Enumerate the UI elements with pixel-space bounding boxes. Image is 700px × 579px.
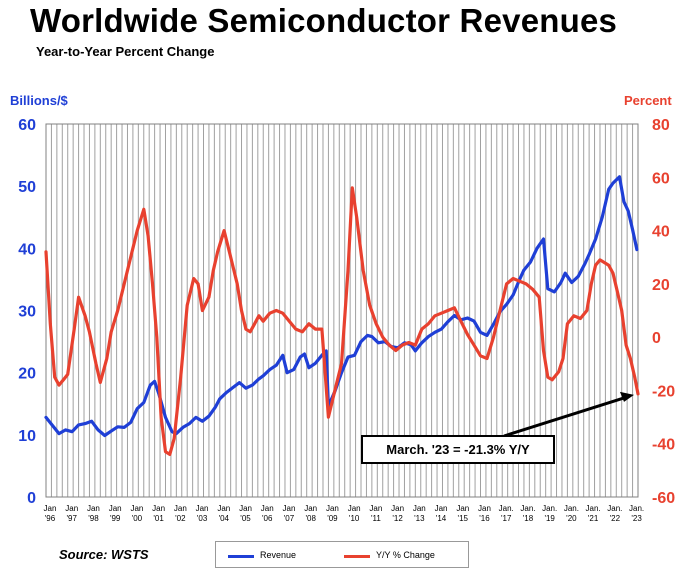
y-right-tick-label: 80 (652, 117, 670, 134)
x-tick-label-bottom: '98 (88, 514, 99, 523)
x-tick-label-bottom: '07 (284, 514, 295, 523)
y-right-tick-label: 20 (652, 277, 670, 294)
legend-yoy-swatch (344, 555, 370, 558)
x-tick-label-top: Jan. (586, 504, 601, 513)
y-right-tick-label: -20 (652, 383, 675, 400)
page-title: Worldwide Semiconductor Revenues (30, 2, 618, 39)
source-note: Source: WSTS (59, 547, 149, 562)
x-tick-label-bottom: '20 (566, 514, 577, 523)
x-tick-label-bottom: '09 (327, 514, 338, 523)
y-left-tick-label: 10 (18, 428, 36, 445)
y-left-tick-label: 0 (27, 490, 36, 507)
x-tick-label-top: Jan (369, 504, 382, 513)
x-tick-label-top: Jan (130, 504, 143, 513)
x-tick-label-top: Jan. (629, 504, 644, 513)
x-tick-label-bottom: '23 (631, 514, 642, 523)
x-tick-label-top: Jan (217, 504, 230, 513)
x-tick-label-bottom: '06 (262, 514, 273, 523)
y-axis-left-label: Billions/$ (10, 93, 68, 108)
x-tick-label-bottom: '04 (219, 514, 230, 523)
x-tick-label-top: Jan (152, 504, 165, 513)
y-right-tick-label: -60 (652, 490, 675, 507)
x-tick-label-bottom: '99 (110, 514, 121, 523)
y-right-tick-label: 40 (652, 224, 670, 241)
x-tick-label-top: Jan (326, 504, 339, 513)
x-tick-label-bottom: '21 (588, 514, 599, 523)
x-tick-label-top: Jan (435, 504, 448, 513)
x-tick-label-top: Jan (348, 504, 361, 513)
yoy-change-series-line (44, 186, 640, 456)
y-axis-right-label: Percent (624, 93, 672, 108)
x-tick-label-bottom: '19 (544, 514, 555, 523)
x-tick-label-top: Jan (196, 504, 209, 513)
x-tick-label-top: Jan (413, 504, 426, 513)
x-tick-label-top: Jan (44, 504, 57, 513)
legend: Revenue Y/Y % Change (215, 541, 469, 568)
x-tick-label-top: Jan (261, 504, 274, 513)
x-tick-label-top: Jan. (542, 504, 557, 513)
x-tick-label-bottom: '12 (392, 514, 403, 523)
x-tick-label-bottom: '02 (175, 514, 186, 523)
x-tick-label-top: Jan (456, 504, 469, 513)
y-right-tick-label: 60 (652, 170, 670, 187)
x-tick-label-bottom: '14 (436, 514, 447, 523)
y-left-tick-label: 50 (18, 179, 36, 196)
y-right-tick-label: -40 (652, 437, 675, 454)
x-tick-label-bottom: '05 (240, 514, 251, 523)
x-tick-label-top: Jan (391, 504, 404, 513)
x-tick-label-top: Jan (478, 504, 491, 513)
x-tick-label-bottom: '03 (197, 514, 208, 523)
annotation-text: March. '23 = -21.3% Y/Y (386, 442, 530, 457)
y-left-tick-label: 30 (18, 304, 36, 321)
revenue-series-line (44, 175, 639, 438)
y-left-tick-label: 20 (18, 366, 36, 383)
x-tick-label-bottom: '10 (349, 514, 360, 523)
page-subtitle: Year-to-Year Percent Change (36, 44, 215, 59)
legend-revenue-label: Revenue (260, 550, 297, 560)
x-tick-label-bottom: '22 (610, 514, 621, 523)
x-tick-label-top: Jan (109, 504, 122, 513)
annotation-arrow-head (620, 391, 634, 402)
x-tick-label-top: Jan (283, 504, 296, 513)
y-left-tick-label: 40 (18, 241, 36, 258)
x-tick-label-top: Jan (239, 504, 252, 513)
x-tick-label-bottom: '11 (371, 514, 381, 523)
x-tick-label-bottom: '18 (523, 514, 534, 523)
legend-yoy-label: Y/Y % Change (376, 550, 435, 560)
x-tick-label-bottom: '13 (414, 514, 425, 523)
annotation-box (361, 435, 555, 464)
x-tick-label-bottom: '01 (153, 514, 164, 523)
x-tick-label-bottom: '00 (132, 514, 143, 523)
y-right-tick-label: 0 (652, 330, 661, 347)
legend-revenue-swatch (228, 555, 254, 558)
x-tick-label-bottom: '97 (67, 514, 78, 523)
x-tick-label-top: Jan. (607, 504, 622, 513)
x-tick-label-top: Jan. (520, 504, 535, 513)
x-tick-label-top: Jan (65, 504, 78, 513)
x-tick-label-top: Jan (304, 504, 317, 513)
x-tick-label-bottom: '15 (458, 514, 469, 523)
x-tick-label-bottom: '16 (479, 514, 490, 523)
x-tick-label-bottom: '08 (305, 514, 316, 523)
annotation-arrow-line (503, 396, 625, 438)
x-tick-label-bottom: '96 (45, 514, 56, 523)
plot-frame (45, 123, 639, 498)
y-left-tick-label: 60 (18, 117, 36, 134)
x-tick-label-top: Jan (87, 504, 100, 513)
x-tick-label-bottom: '17 (501, 514, 512, 523)
x-tick-label-top: Jan (174, 504, 187, 513)
x-tick-label-top: Jan. (499, 504, 514, 513)
x-tick-label-top: Jan. (564, 504, 579, 513)
